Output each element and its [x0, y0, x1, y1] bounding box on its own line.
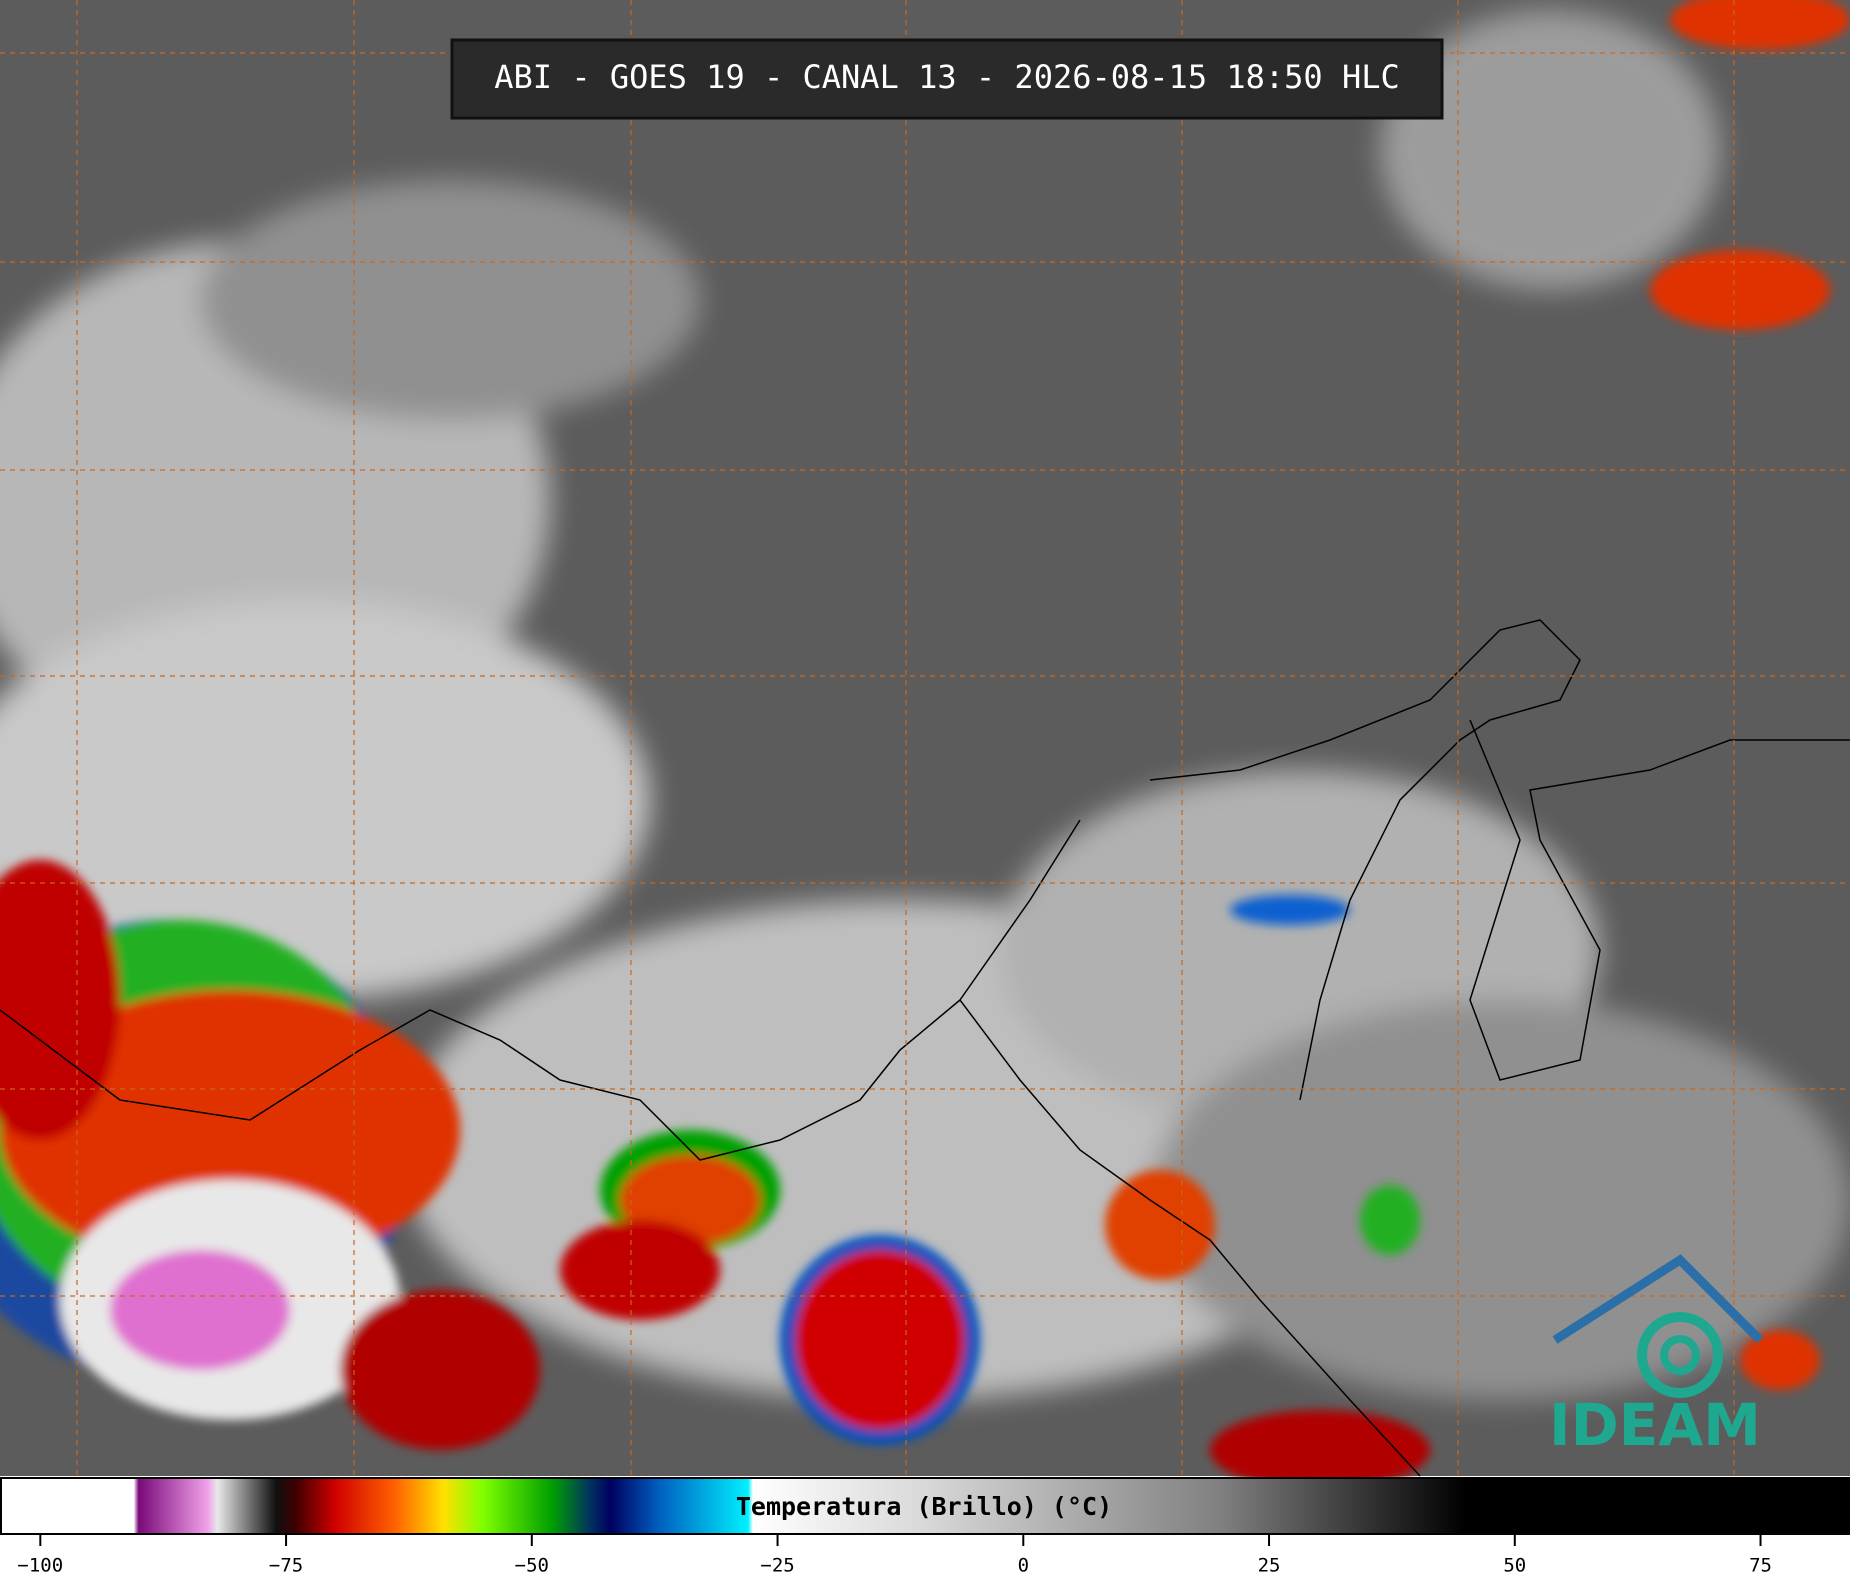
- logo-text: IDEAM: [1549, 1391, 1761, 1459]
- colorbar-tick-label: 75: [1749, 1555, 1772, 1577]
- colorbar-label: Temperatura (Brillo) (°C): [736, 1492, 1112, 1521]
- title: ABI - GOES 19 - CANAL 13 - 2026-08-15 18…: [494, 58, 1399, 96]
- title-box: ABI - GOES 19 - CANAL 13 - 2026-08-15 18…: [450, 38, 1444, 120]
- colorbar-tick-label: 50: [1503, 1555, 1526, 1577]
- colorbar-tick-label: −100: [17, 1555, 63, 1577]
- colorbar-tick-label: 25: [1258, 1555, 1281, 1577]
- colorbar-tick-label: −50: [515, 1555, 549, 1577]
- logo: IDEAM: [1549, 1254, 1764, 1459]
- colorbar-tick-label: −25: [760, 1555, 794, 1577]
- satellite-image: [0, 0, 1850, 1490]
- colorbar-tick-label: −75: [269, 1555, 303, 1577]
- colorbar: Temperatura (Brillo) (°C) −100 −75 −50 −25 0…: [0, 1477, 1850, 1577]
- colorbar-tick-label: 0: [1018, 1555, 1029, 1577]
